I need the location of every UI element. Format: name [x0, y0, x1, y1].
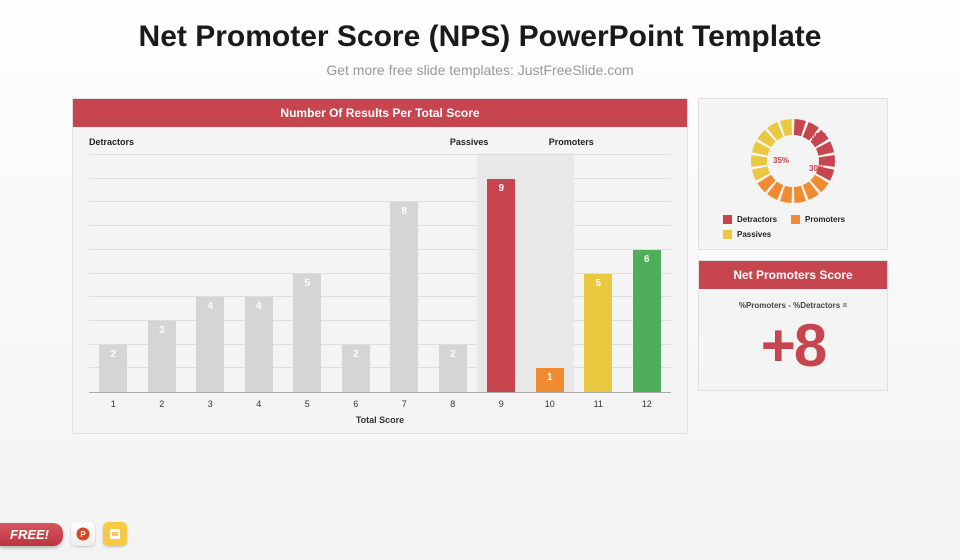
- bar: 2: [439, 345, 467, 392]
- score-formula: %Promoters - %Detractors =: [699, 301, 887, 310]
- bar-slot: 4: [186, 155, 235, 392]
- score-panel: Net Promoters Score %Promoters - %Detrac…: [698, 260, 888, 391]
- score-value: +8: [699, 316, 887, 376]
- svg-text:P: P: [80, 530, 86, 539]
- bar-value-label: 5: [293, 278, 321, 289]
- bar-slot: 1: [526, 155, 575, 392]
- bar-value-label: 2: [439, 349, 467, 360]
- legend-swatch: [723, 215, 732, 224]
- bar: 4: [245, 297, 273, 392]
- bar-value-label: 1: [536, 372, 564, 383]
- legend-swatch: [723, 230, 732, 239]
- legend-label: Passives: [737, 230, 771, 239]
- xtick: 7: [380, 399, 429, 409]
- xtick: 10: [526, 399, 575, 409]
- legend-item: Promoters: [791, 215, 845, 224]
- bar-slot: 6: [623, 155, 672, 392]
- bar-value-label: 5: [584, 278, 612, 289]
- page-subtitle: Get more free slide templates: JustFreeS…: [0, 62, 960, 78]
- legend-item: Detractors: [723, 215, 777, 224]
- xtick: 6: [332, 399, 381, 409]
- legend-item: Passives: [723, 230, 771, 239]
- bar: 4: [196, 297, 224, 392]
- legend-label: Promoters: [805, 215, 845, 224]
- donut-chart: 35% 30% 35%: [733, 111, 853, 211]
- bar: 6: [633, 250, 661, 392]
- legend-swatch: [791, 215, 800, 224]
- xtick: 5: [283, 399, 332, 409]
- bar: 3: [148, 321, 176, 392]
- bar-value-label: 3: [148, 325, 176, 336]
- bar-slot: 9: [477, 155, 526, 392]
- bar: 5: [293, 274, 321, 393]
- xtick: 4: [235, 399, 284, 409]
- bar: 2: [99, 345, 127, 392]
- page-title: Net Promoter Score (NPS) PowerPoint Temp…: [0, 20, 960, 54]
- bar: 8: [390, 202, 418, 392]
- xtick: 12: [623, 399, 672, 409]
- bar-slot: 2: [89, 155, 138, 392]
- donut-legend: Detractors Promoters Passives: [707, 211, 879, 239]
- bar: 1: [536, 368, 564, 392]
- category-passives: Passives: [450, 137, 549, 147]
- category-labels: Detractors Passives Promoters: [89, 137, 671, 147]
- bar: 9: [487, 179, 515, 392]
- bar-slot: 8: [380, 155, 429, 392]
- bar-value-label: 2: [99, 349, 127, 360]
- bar-chart-plot: 2 3 4 4 5 2 8 2 9 1 5 6: [89, 155, 671, 393]
- bar-value-label: 6: [633, 254, 661, 265]
- bar-slot: 2: [429, 155, 478, 392]
- bar-value-label: 4: [196, 301, 224, 312]
- bar-slot: 5: [574, 155, 623, 392]
- xtick: 1: [89, 399, 138, 409]
- xtick: 11: [574, 399, 623, 409]
- slides-icon: [103, 522, 127, 546]
- bar: 5: [584, 274, 612, 393]
- content-row: Number Of Results Per Total Score Detrac…: [72, 98, 888, 434]
- bar-slot: 2: [332, 155, 381, 392]
- category-detractors: Detractors: [89, 137, 450, 147]
- xtick: 3: [186, 399, 235, 409]
- footer-badges: FREE! P: [0, 522, 127, 546]
- xtick: 2: [138, 399, 187, 409]
- donut-pct-label: 30%: [809, 164, 825, 173]
- bar-chart-header: Number Of Results Per Total Score: [73, 99, 687, 127]
- bar-chart-xlabel: Total Score: [89, 415, 671, 425]
- powerpoint-icon: P: [71, 522, 95, 546]
- donut-pct-label: 35%: [773, 156, 789, 165]
- bar-slot: 4: [235, 155, 284, 392]
- bar-value-label: 2: [342, 349, 370, 360]
- bar-chart-body: Detractors Passives Promoters 2344528291…: [73, 127, 687, 433]
- bar-slot: 3: [138, 155, 187, 392]
- xtick: 9: [477, 399, 526, 409]
- legend-label: Detractors: [737, 215, 777, 224]
- free-badge: FREE!: [0, 523, 63, 546]
- score-header: Net Promoters Score: [699, 261, 887, 289]
- side-column: 35% 30% 35% Detractors Promoters Passives Ne…: [698, 98, 888, 434]
- bar-slot: 5: [283, 155, 332, 392]
- bar: 2: [342, 345, 370, 392]
- bar-value-label: 9: [487, 183, 515, 194]
- donut-pct-label: 35%: [811, 132, 827, 141]
- bar-value-label: 4: [245, 301, 273, 312]
- category-promoters: Promoters: [549, 137, 671, 147]
- donut-panel: 35% 30% 35% Detractors Promoters Passives: [698, 98, 888, 250]
- bar-value-label: 8: [390, 206, 418, 217]
- donut-segment: [751, 155, 767, 167]
- bar-chart-xaxis: 123456789101112: [89, 399, 671, 409]
- xtick: 8: [429, 399, 478, 409]
- bar-chart-panel: Number Of Results Per Total Score Detrac…: [72, 98, 688, 434]
